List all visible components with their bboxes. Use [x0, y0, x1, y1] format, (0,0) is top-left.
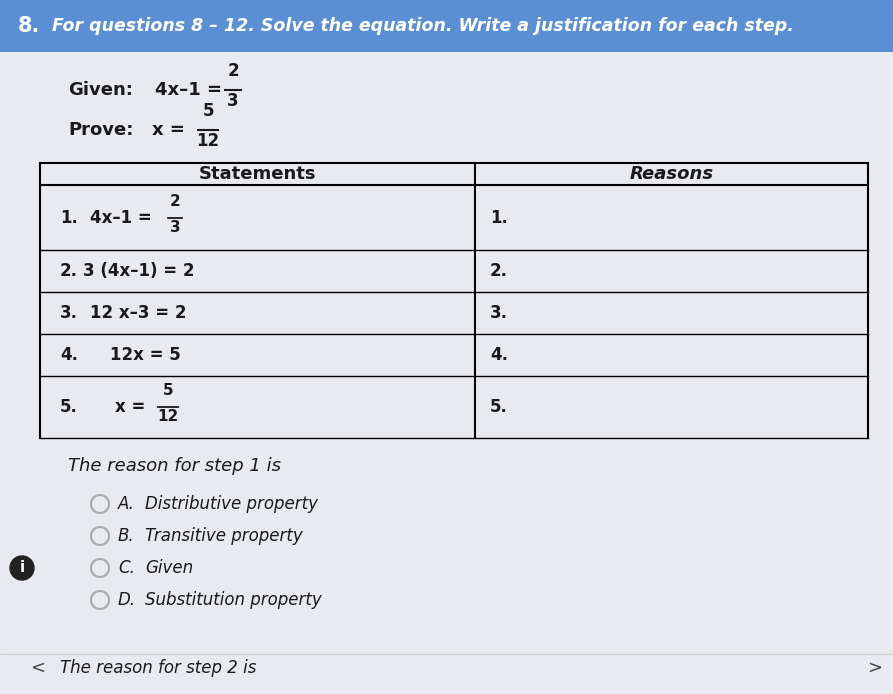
- Text: 2.: 2.: [60, 262, 78, 280]
- Text: x =: x =: [152, 121, 185, 139]
- Text: Given: Given: [145, 559, 193, 577]
- Text: 2: 2: [170, 194, 180, 208]
- Text: 1.: 1.: [60, 208, 78, 226]
- Text: 4.: 4.: [60, 346, 78, 364]
- Text: Transitive property: Transitive property: [145, 527, 303, 545]
- Text: 5: 5: [163, 383, 173, 398]
- Text: 5.: 5.: [490, 398, 508, 416]
- Text: 2.: 2.: [490, 262, 508, 280]
- Text: 3: 3: [170, 219, 180, 235]
- Text: Given:: Given:: [68, 81, 133, 99]
- Text: 4x–1 =: 4x–1 =: [155, 81, 222, 99]
- Text: 8.: 8.: [18, 16, 40, 36]
- Text: For questions 8 – 12. Solve the equation. Write a justification for each step.: For questions 8 – 12. Solve the equation…: [52, 17, 794, 35]
- Text: 4x–1 =: 4x–1 =: [90, 208, 152, 226]
- Text: 12: 12: [157, 409, 179, 424]
- Text: 2: 2: [227, 62, 238, 80]
- Text: Distributive property: Distributive property: [145, 495, 318, 513]
- Text: 12x = 5: 12x = 5: [110, 346, 180, 364]
- Text: The reason for step 2 is: The reason for step 2 is: [60, 659, 256, 677]
- Text: Reasons: Reasons: [630, 165, 714, 183]
- Text: B.: B.: [118, 527, 135, 545]
- Text: 12: 12: [196, 132, 220, 150]
- Text: <: <: [30, 659, 45, 677]
- Text: i: i: [20, 561, 25, 575]
- Text: 3: 3: [227, 92, 238, 110]
- Text: 4.: 4.: [490, 346, 508, 364]
- Text: x =: x =: [115, 398, 146, 416]
- Text: 3 (4x–1) = 2: 3 (4x–1) = 2: [83, 262, 195, 280]
- Text: >: >: [867, 659, 882, 677]
- Text: 5: 5: [202, 102, 213, 120]
- Text: Statements: Statements: [199, 165, 316, 183]
- Circle shape: [10, 556, 34, 580]
- Text: Substitution property: Substitution property: [145, 591, 321, 609]
- Text: Prove:: Prove:: [68, 121, 133, 139]
- Text: 3.: 3.: [60, 304, 78, 322]
- Bar: [0, 0, 893, 52]
- Text: 3.: 3.: [490, 304, 508, 322]
- Text: 1.: 1.: [490, 208, 508, 226]
- Text: 12 x–3 = 2: 12 x–3 = 2: [90, 304, 187, 322]
- Text: C.: C.: [118, 559, 135, 577]
- Text: A.: A.: [118, 495, 135, 513]
- Text: 5.: 5.: [60, 398, 78, 416]
- Text: The reason for step 1 is: The reason for step 1 is: [68, 457, 281, 475]
- Text: D.: D.: [118, 591, 136, 609]
